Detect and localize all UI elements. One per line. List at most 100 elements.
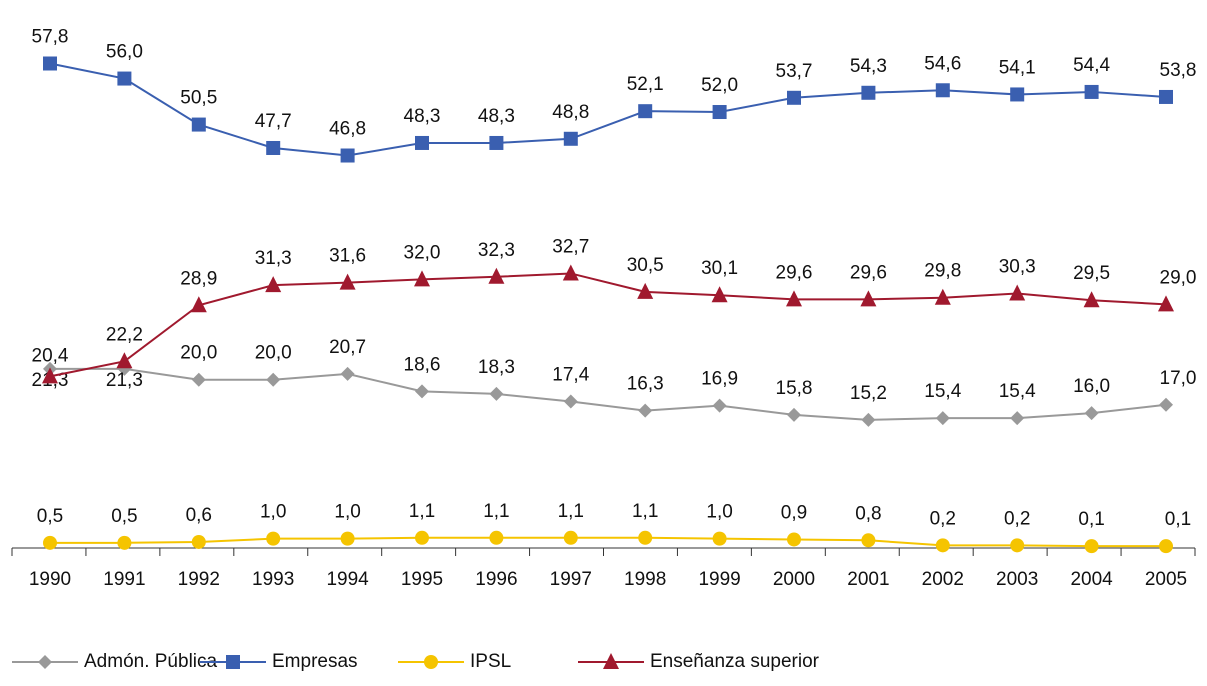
marker xyxy=(711,286,728,303)
marker xyxy=(266,140,281,155)
data-label: 54,3 xyxy=(850,56,887,77)
data-label: 50,5 xyxy=(180,88,217,109)
x-tick-label: 2005 xyxy=(1145,569,1187,590)
data-label: 32,3 xyxy=(478,240,515,261)
data-label: 32,0 xyxy=(404,242,441,263)
data-label: 31,6 xyxy=(329,246,366,267)
marker xyxy=(712,398,727,413)
data-label: 53,8 xyxy=(1160,60,1197,81)
data-label: 0,2 xyxy=(1004,508,1030,529)
data-label: 15,4 xyxy=(924,381,961,402)
data-label: 1,0 xyxy=(260,502,286,523)
marker xyxy=(42,367,58,384)
x-tick-label: 2001 xyxy=(847,569,889,590)
marker xyxy=(43,535,57,550)
data-label: 30,5 xyxy=(627,255,664,276)
marker xyxy=(340,148,355,163)
data-label: 18,6 xyxy=(404,354,441,375)
marker xyxy=(415,135,429,150)
x-tick-label: 1991 xyxy=(103,569,145,590)
data-label: 22,2 xyxy=(106,324,143,345)
x-tick-label: 2000 xyxy=(773,569,815,590)
data-label: 0,1 xyxy=(1078,509,1104,530)
data-label: 0,2 xyxy=(930,508,956,529)
marker xyxy=(1159,539,1173,554)
marker xyxy=(266,531,281,546)
marker xyxy=(415,530,429,545)
marker xyxy=(603,653,619,669)
x-tick-label: 1993 xyxy=(252,569,294,590)
series-line xyxy=(50,536,1166,548)
data-label: 15,8 xyxy=(776,378,813,399)
marker xyxy=(415,384,429,399)
x-tick-label: 2004 xyxy=(1070,569,1113,590)
marker xyxy=(1009,284,1026,301)
data-label: 16,3 xyxy=(627,374,664,395)
data-label: 16,9 xyxy=(701,369,738,390)
data-label: 48,3 xyxy=(404,106,441,127)
marker xyxy=(1010,87,1025,102)
marker xyxy=(265,276,282,293)
marker xyxy=(935,538,950,553)
marker xyxy=(190,296,207,313)
data-label: 52,1 xyxy=(627,74,664,95)
data-label: 29,0 xyxy=(1160,267,1197,288)
x-tick-label: 1998 xyxy=(624,569,666,590)
series-line xyxy=(49,62,1167,157)
marker xyxy=(1010,411,1025,426)
marker xyxy=(1084,539,1099,554)
data-label: 16,0 xyxy=(1073,376,1110,397)
data-label: 0,5 xyxy=(37,506,63,527)
data-label: 0,6 xyxy=(186,505,212,526)
marker xyxy=(638,530,653,545)
data-label: 29,5 xyxy=(1073,263,1110,284)
data-label: 1,1 xyxy=(483,501,509,522)
legend-label: Admón. Pública xyxy=(84,651,218,672)
data-label: 17,4 xyxy=(552,364,589,385)
data-label: 30,3 xyxy=(999,257,1036,278)
data-label: 1,1 xyxy=(632,501,658,522)
data-label: 32,7 xyxy=(552,236,589,257)
marker xyxy=(489,135,504,150)
data-label: 0,9 xyxy=(781,502,807,523)
marker xyxy=(488,267,505,284)
marker xyxy=(786,290,802,307)
x-tick-label: 1999 xyxy=(698,569,740,590)
data-label: 1,0 xyxy=(706,502,732,523)
marker xyxy=(638,403,653,418)
x-tick-label: 1995 xyxy=(401,569,443,590)
marker xyxy=(117,535,132,550)
marker xyxy=(1083,291,1100,308)
marker xyxy=(1010,538,1025,553)
marker xyxy=(787,90,801,105)
data-label: 15,4 xyxy=(999,381,1036,402)
marker xyxy=(861,533,876,548)
marker xyxy=(340,366,355,381)
data-label: 0,5 xyxy=(111,506,137,527)
marker xyxy=(563,530,578,545)
data-label: 48,8 xyxy=(552,102,589,123)
marker xyxy=(787,407,801,422)
marker xyxy=(860,290,877,307)
x-tick-label: 2002 xyxy=(922,569,964,590)
marker xyxy=(1159,397,1173,412)
data-label: 17,0 xyxy=(1160,368,1197,389)
data-label: 21,3 xyxy=(106,370,143,391)
legend-label: Empresas xyxy=(272,651,358,672)
marker xyxy=(563,131,578,146)
marker xyxy=(489,386,504,401)
data-label: 52,0 xyxy=(701,75,738,96)
data-label: 56,0 xyxy=(106,42,143,63)
marker xyxy=(1084,84,1099,99)
marker xyxy=(38,655,52,669)
data-label: 1,0 xyxy=(334,502,360,523)
data-label: 53,7 xyxy=(776,61,813,82)
data-label: 20,0 xyxy=(255,343,292,364)
data-label: 54,1 xyxy=(999,57,1036,78)
data-label: 29,6 xyxy=(850,262,887,283)
marker xyxy=(935,83,950,98)
data-label: 47,7 xyxy=(255,111,292,132)
marker xyxy=(424,655,438,669)
data-label: 29,6 xyxy=(776,262,813,283)
marker xyxy=(638,104,653,119)
